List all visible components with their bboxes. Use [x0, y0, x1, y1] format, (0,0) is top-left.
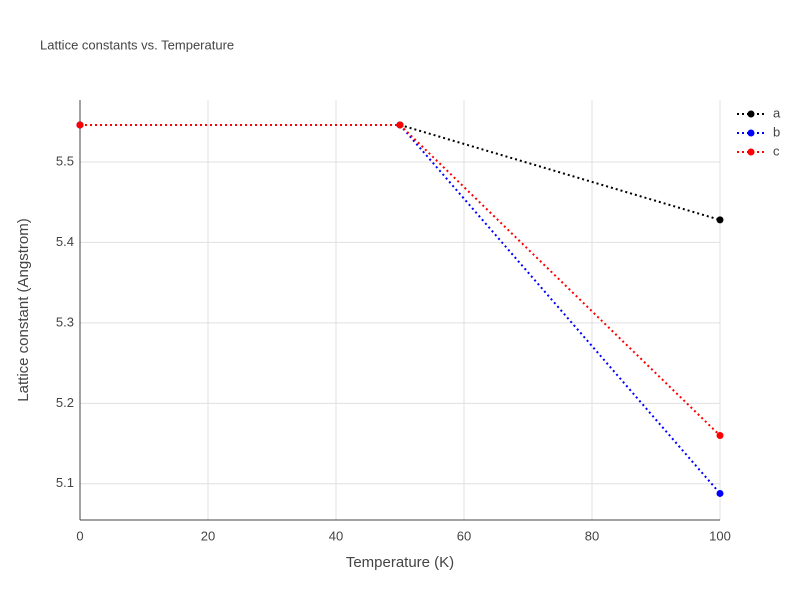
series-line — [80, 123, 721, 437]
legend-marker — [747, 129, 755, 137]
data-point — [396, 121, 404, 129]
x-tick-label: 60 — [457, 528, 471, 543]
y-axis-label: Lattice constant (Angstrom) — [15, 218, 32, 401]
legend-label: a — [773, 105, 781, 120]
x-tick-label: 100 — [709, 528, 731, 543]
data-point — [716, 489, 724, 497]
legend-label: c — [773, 143, 780, 158]
legend-marker — [747, 110, 755, 118]
x-axis-label: Temperature (K) — [346, 554, 454, 571]
chart-title: Lattice constants vs. Temperature — [40, 37, 234, 52]
series-line — [80, 123, 721, 221]
y-tick-label: 5.5 — [56, 153, 74, 168]
x-tick-label: 20 — [201, 528, 215, 543]
legend-label: b — [773, 124, 780, 139]
data-point — [76, 121, 84, 129]
y-tick-label: 5.3 — [56, 314, 74, 329]
x-tick-label: 40 — [329, 528, 343, 543]
y-tick-label: 5.4 — [56, 234, 74, 249]
series-line — [80, 123, 721, 495]
y-tick-label: 5.2 — [56, 395, 74, 410]
legend-marker — [747, 148, 755, 156]
y-tick-label: 5.1 — [56, 475, 74, 490]
data-point — [716, 216, 724, 224]
x-tick-label: 80 — [585, 528, 599, 543]
x-tick-label: 0 — [76, 528, 83, 543]
data-point — [716, 432, 724, 440]
